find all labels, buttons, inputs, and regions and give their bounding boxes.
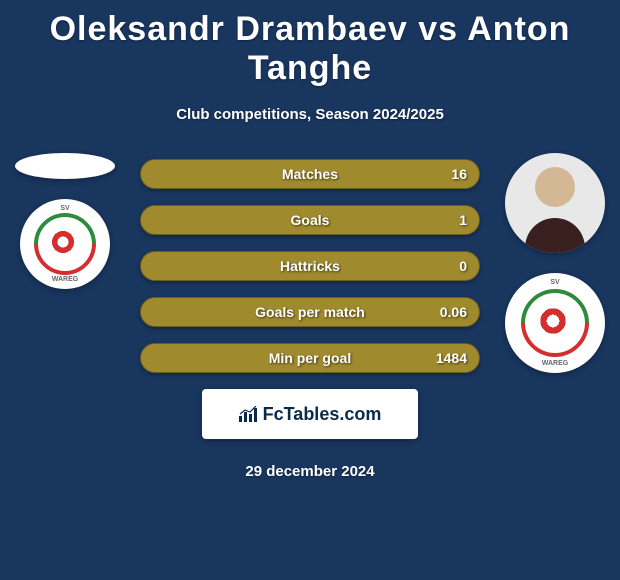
stat-label: Hattricks xyxy=(141,252,479,280)
stat-right-value: 1 xyxy=(459,206,467,234)
stat-row: Min per goal 1484 xyxy=(140,343,480,373)
brand-text: FcTables.com xyxy=(263,404,382,425)
stat-right-value: 0 xyxy=(459,252,467,280)
left-player-avatar xyxy=(15,153,115,179)
left-club-text-top: SV xyxy=(20,205,110,212)
page-subtitle: Club competitions, Season 2024/2025 xyxy=(0,106,620,123)
bar-chart-icon xyxy=(239,406,259,422)
left-club-text-bottom: WAREG xyxy=(20,276,110,283)
right-club-text-top: SV xyxy=(505,279,605,286)
stat-right-value: 1484 xyxy=(436,344,467,372)
stat-right-value: 0.06 xyxy=(440,298,467,326)
brand-badge[interactable]: FcTables.com xyxy=(202,389,418,439)
comparison-date: 29 december 2024 xyxy=(0,463,620,480)
stat-row: Goals per match 0.06 xyxy=(140,297,480,327)
left-player-column: SV WAREG xyxy=(10,153,120,289)
right-player-column: SV WAREG xyxy=(500,153,610,373)
left-club-badge: SV WAREG xyxy=(20,199,110,289)
right-player-avatar xyxy=(505,153,605,253)
right-club-text-bottom: WAREG xyxy=(505,360,605,367)
stat-row: Goals 1 xyxy=(140,205,480,235)
stat-right-value: 16 xyxy=(451,160,467,188)
right-club-badge: SV WAREG xyxy=(505,273,605,373)
stat-row: Matches 16 xyxy=(140,159,480,189)
stat-label: Goals per match xyxy=(141,298,479,326)
stat-row: Hattricks 0 xyxy=(140,251,480,281)
stat-label: Min per goal xyxy=(141,344,479,372)
stat-label: Goals xyxy=(141,206,479,234)
comparison-content: SV WAREG SV WAREG Matches 16 Goals 1 Hat… xyxy=(0,153,620,480)
stat-label: Matches xyxy=(141,160,479,188)
stat-bars: Matches 16 Goals 1 Hattricks 0 Goals per… xyxy=(140,153,480,373)
page-title: Oleksandr Drambaev vs Anton Tanghe xyxy=(0,0,620,88)
